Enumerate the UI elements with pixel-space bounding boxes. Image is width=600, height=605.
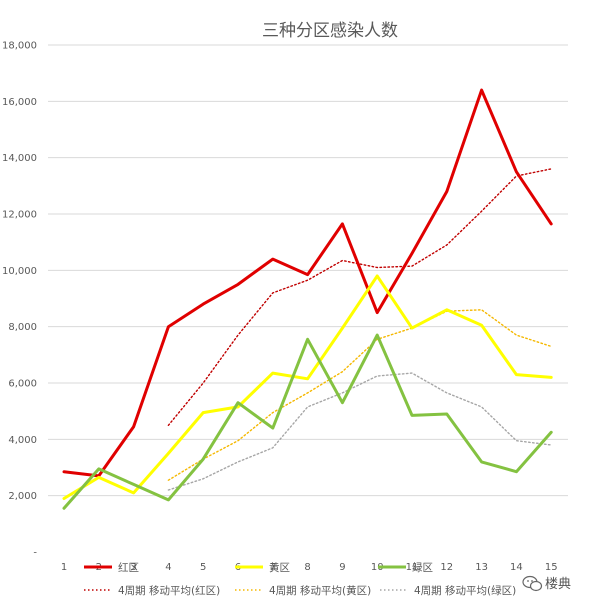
series-line: [167, 168, 552, 426]
y-tick-label: 8,000: [8, 322, 37, 333]
x-tick-label: 15: [545, 562, 558, 573]
series-line: [167, 372, 552, 491]
x-tick-label: 5: [200, 562, 206, 573]
legend-item: 4周期 移动平均(黄区): [235, 584, 371, 597]
y-tick-label: 2,000: [8, 491, 37, 502]
series-line: [167, 309, 552, 481]
legend-item: 绿区: [378, 561, 433, 574]
legend-label: 黄区: [269, 561, 290, 574]
y-tick-label: 4,000: [8, 435, 37, 446]
legend-label: 4周期 移动平均(红区): [118, 584, 220, 597]
watermark-text: 楼典: [545, 577, 571, 592]
series-line: [62, 88, 553, 478]
wechat-icon: [522, 575, 543, 592]
y-tick-label: -: [33, 548, 37, 559]
x-tick-label: 13: [475, 562, 488, 573]
x-tick-label: 9: [339, 562, 345, 573]
watermark: 楼典: [522, 575, 571, 592]
y-tick-label: 12,000: [2, 210, 37, 221]
x-tick-label: 7: [270, 562, 276, 573]
y-tick-label: 10,000: [2, 266, 37, 277]
y-tick-label: 14,000: [2, 153, 37, 164]
x-tick-label: 12: [440, 562, 453, 573]
y-tick-label: 18,000: [2, 41, 37, 52]
legend-label: 4周期 移动平均(绿区): [414, 584, 516, 597]
legend-label: 红区: [118, 561, 139, 574]
x-tick-label: 8: [304, 562, 310, 573]
x-tick-label: 4: [165, 562, 171, 573]
x-tick-label: 11: [406, 562, 419, 573]
series-line: [62, 333, 553, 510]
y-tick-label: 16,000: [2, 97, 37, 108]
legend-item: 4周期 移动平均(红区): [84, 584, 220, 597]
x-tick-label: 10: [371, 562, 384, 573]
legend-item: 红区: [84, 561, 139, 574]
legend-item: 黄区: [235, 561, 290, 574]
chart-title: 三种分区感染人数: [262, 21, 398, 41]
x-tick-label: 14: [510, 562, 523, 573]
legend-label: 4周期 移动平均(黄区): [269, 584, 371, 597]
legend-item: 4周期 移动平均(绿区): [380, 584, 516, 597]
series-line: [62, 274, 553, 500]
y-tick-label: 6,000: [8, 379, 37, 390]
x-tick-label: 3: [130, 562, 136, 573]
legend-label: 绿区: [412, 561, 433, 574]
x-tick-label: 1: [61, 562, 67, 573]
